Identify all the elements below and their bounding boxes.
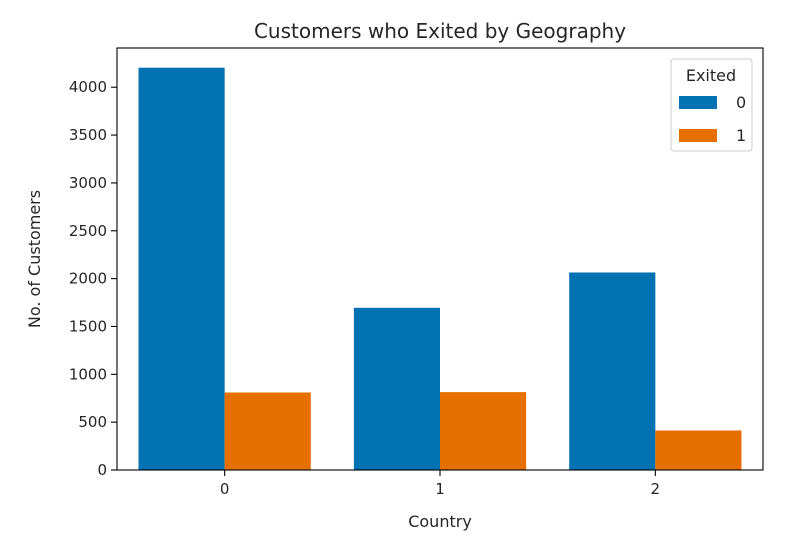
bar-2-exited-1: [655, 430, 742, 470]
y-tick-label: 2000: [69, 270, 107, 288]
chart-title: Customers who Exited by Geography: [254, 19, 626, 43]
legend: Exited 01: [670, 58, 753, 152]
legend-swatch-0: [679, 96, 717, 109]
y-tick-label: 500: [78, 413, 107, 431]
y-tick-label: 1000: [69, 365, 107, 383]
legend-label-1: 1: [736, 126, 746, 145]
y-tick-label: 3000: [69, 174, 107, 192]
bar-0-exited-1: [224, 392, 311, 470]
y-axis-label: No. of Customers: [25, 190, 44, 328]
legend-entries: 01: [679, 93, 746, 145]
bar-1-exited-0: [353, 307, 440, 470]
bar-0-exited-0: [138, 67, 225, 471]
plot-frame: [116, 47, 764, 471]
x-tick-label: 0: [220, 480, 230, 498]
bar-1-exited-1: [440, 392, 527, 470]
bar-2-exited-0: [569, 272, 656, 470]
y-tick-label: 4000: [69, 78, 107, 96]
y-tick-label: 0: [97, 461, 107, 479]
x-axis-label: Country: [408, 512, 472, 531]
legend-label-0: 0: [736, 93, 746, 112]
x-axis-ticks: 0 1 2: [220, 470, 660, 498]
legend-title: Exited: [686, 66, 736, 85]
bars-group: [138, 67, 742, 471]
x-tick-label: 2: [651, 480, 661, 498]
x-tick-label: 1: [435, 480, 445, 498]
y-tick-label: 2500: [69, 222, 107, 240]
y-axis-ticks: 0 500 1000 1500 2000 2500 3000 3500 4000: [69, 78, 117, 479]
legend-swatch-1: [679, 129, 717, 142]
y-tick-label: 1500: [69, 317, 107, 335]
y-tick-label: 3500: [69, 126, 107, 144]
